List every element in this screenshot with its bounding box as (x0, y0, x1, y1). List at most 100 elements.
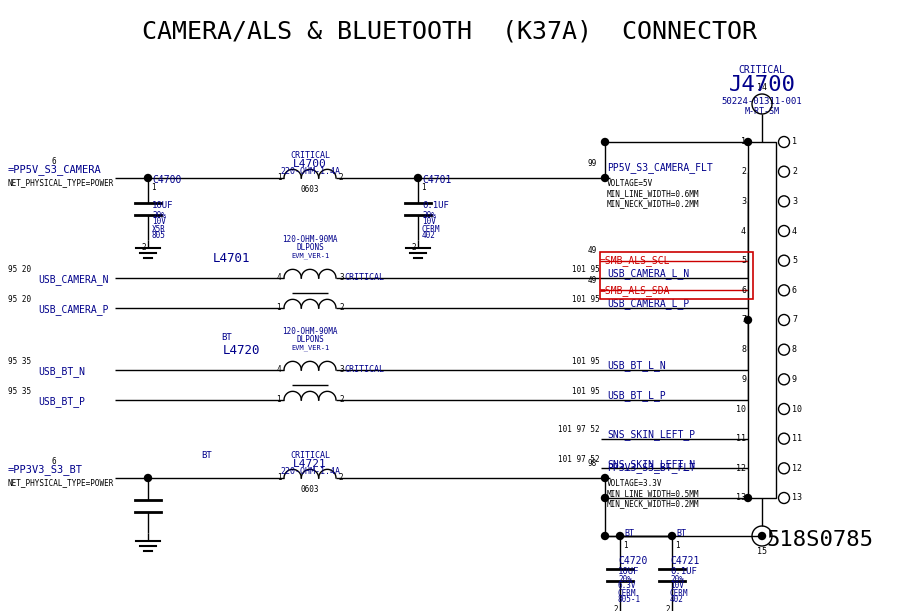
Text: 1: 1 (151, 183, 156, 192)
Text: 12: 12 (792, 464, 802, 473)
Text: 10V: 10V (152, 218, 166, 227)
Circle shape (617, 533, 624, 540)
Circle shape (145, 175, 152, 181)
Text: =SMB_ALS_SDA: =SMB_ALS_SDA (600, 285, 671, 296)
Text: BT: BT (676, 530, 686, 538)
Text: 101 95: 101 95 (573, 265, 600, 274)
Text: MIN_NECK_WIDTH=0.2MM: MIN_NECK_WIDTH=0.2MM (607, 200, 699, 208)
Text: =PP5V_S3_CAMERA: =PP5V_S3_CAMERA (8, 164, 102, 175)
Circle shape (669, 533, 675, 540)
Text: 6: 6 (741, 286, 746, 295)
Circle shape (601, 475, 609, 481)
Text: 99: 99 (588, 159, 597, 169)
Text: CERM: CERM (670, 588, 689, 598)
Text: 1: 1 (276, 304, 281, 312)
Text: VOLTAGE=5V: VOLTAGE=5V (607, 180, 654, 189)
Bar (748, 142, 776, 498)
Text: PP3V3_S3_BT_FLT: PP3V3_S3_BT_FLT (607, 463, 695, 474)
Text: CERM: CERM (618, 588, 636, 598)
Text: 6: 6 (792, 286, 797, 295)
Text: 120-OHM-90MA: 120-OHM-90MA (282, 235, 338, 244)
Text: 49: 49 (588, 276, 597, 285)
Text: CRITICAL: CRITICAL (290, 152, 330, 161)
Text: USB_CAMERA_L_P: USB_CAMERA_L_P (607, 299, 690, 309)
Text: CRITICAL: CRITICAL (290, 452, 330, 461)
Text: PP5V_S3_CAMERA_FLT: PP5V_S3_CAMERA_FLT (607, 163, 713, 174)
Text: 220-OHM-1.4A: 220-OHM-1.4A (280, 167, 340, 177)
Text: C4700: C4700 (152, 175, 182, 185)
Text: 11: 11 (792, 434, 802, 443)
Text: 1: 1 (276, 395, 281, 404)
Text: 3: 3 (792, 197, 797, 206)
Circle shape (744, 316, 752, 323)
Text: USB_BT_L_P: USB_BT_L_P (607, 390, 666, 401)
Text: 8: 8 (792, 345, 797, 354)
Text: 13: 13 (792, 494, 802, 502)
Text: VOLTAGE=3.3V: VOLTAGE=3.3V (607, 480, 663, 489)
Circle shape (601, 533, 609, 540)
Text: 1: 1 (792, 137, 797, 147)
Text: C4720: C4720 (618, 556, 647, 566)
Text: 1: 1 (278, 174, 282, 183)
Text: 4: 4 (276, 274, 281, 282)
Text: SNS_SKIN_LEFT_N: SNS_SKIN_LEFT_N (607, 459, 695, 470)
Text: CRITICAL: CRITICAL (344, 365, 384, 375)
Text: 2: 2 (141, 244, 146, 252)
Circle shape (601, 139, 609, 145)
Text: 10: 10 (736, 404, 746, 414)
Text: 95 20: 95 20 (8, 266, 31, 274)
Text: CERM: CERM (422, 224, 441, 233)
Text: 1: 1 (623, 541, 628, 549)
Text: SNS_SKIN_LEFT_P: SNS_SKIN_LEFT_P (607, 429, 695, 440)
Text: 402: 402 (422, 232, 436, 241)
Circle shape (414, 175, 422, 181)
Text: DLPONS: DLPONS (296, 244, 324, 252)
Text: 1: 1 (675, 541, 680, 549)
Text: 6: 6 (52, 156, 57, 166)
Text: 0603: 0603 (301, 485, 319, 494)
Text: 101 95: 101 95 (573, 295, 600, 304)
Text: 2: 2 (792, 167, 797, 176)
Text: 6.3V: 6.3V (618, 582, 636, 590)
Text: 10UF: 10UF (618, 566, 639, 576)
Circle shape (759, 533, 766, 540)
Text: 95 20: 95 20 (8, 296, 31, 304)
Text: MIN_LINE_WIDTH=0.6MM: MIN_LINE_WIDTH=0.6MM (607, 189, 699, 199)
Text: 101 97 52: 101 97 52 (558, 455, 600, 464)
Text: 11: 11 (736, 434, 746, 443)
Text: MIN_LINE_WIDTH=0.5MM: MIN_LINE_WIDTH=0.5MM (607, 489, 699, 499)
Text: 20%: 20% (670, 574, 684, 584)
Text: 6: 6 (52, 456, 57, 466)
Text: 20%: 20% (422, 211, 436, 219)
Text: 120-OHM-90MA: 120-OHM-90MA (282, 327, 338, 337)
Text: L4700: L4700 (293, 159, 327, 169)
Text: 7: 7 (741, 315, 746, 324)
Text: 20%: 20% (618, 574, 632, 584)
Text: MIN_NECK_WIDTH=0.2MM: MIN_NECK_WIDTH=0.2MM (607, 500, 699, 508)
Text: 5: 5 (741, 256, 746, 265)
Text: 10: 10 (792, 404, 802, 414)
Text: 2: 2 (665, 604, 670, 611)
Text: 2: 2 (339, 304, 343, 312)
Text: 5: 5 (792, 256, 797, 265)
Text: 7: 7 (792, 315, 797, 324)
Text: C4721: C4721 (670, 556, 699, 566)
Text: 2: 2 (412, 244, 416, 252)
Circle shape (601, 494, 609, 502)
Text: 0603: 0603 (301, 185, 319, 194)
Text: 0.1UF: 0.1UF (422, 202, 449, 211)
Text: 220-OHM-1.4A: 220-OHM-1.4A (280, 467, 340, 477)
Text: BT: BT (221, 334, 232, 343)
Text: 9: 9 (792, 375, 797, 384)
Text: 101 95: 101 95 (573, 387, 600, 395)
Text: EVM_VER-1: EVM_VER-1 (291, 345, 329, 351)
Text: 95 35: 95 35 (8, 357, 31, 367)
Text: 12: 12 (736, 464, 746, 473)
Text: 101 95: 101 95 (573, 356, 600, 365)
Text: 2: 2 (338, 474, 343, 483)
Text: 50224-01311-001: 50224-01311-001 (722, 98, 802, 106)
Text: 805-1: 805-1 (618, 596, 641, 604)
Circle shape (744, 139, 752, 145)
Text: L4720: L4720 (222, 343, 260, 356)
Text: 4: 4 (276, 365, 281, 375)
